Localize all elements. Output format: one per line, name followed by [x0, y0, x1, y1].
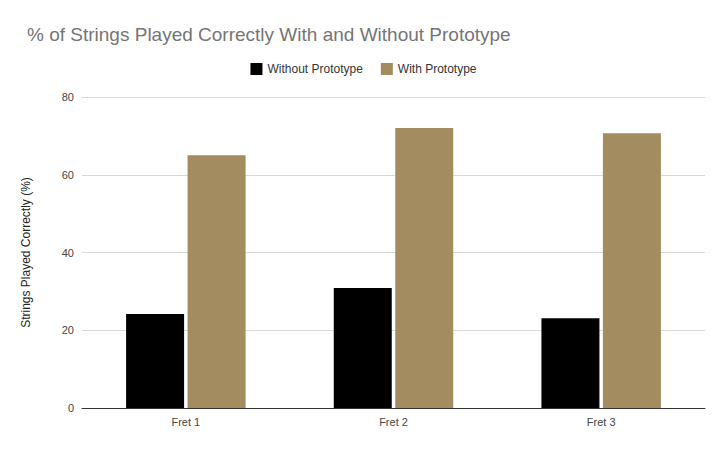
svg-text:Fret 1: Fret 1: [171, 416, 200, 428]
svg-text:Strings Played Correctly (%): Strings Played Correctly (%): [19, 177, 33, 328]
svg-text:% of Strings Played Correctly: % of Strings Played Correctly With and W…: [27, 24, 511, 45]
svg-text:40: 40: [62, 247, 74, 259]
svg-text:Fret 2: Fret 2: [379, 416, 408, 428]
svg-text:60: 60: [62, 169, 74, 181]
svg-text:Without Prototype: Without Prototype: [267, 62, 363, 76]
svg-text:20: 20: [62, 324, 74, 336]
svg-text:0: 0: [68, 402, 74, 414]
svg-text:80: 80: [62, 91, 74, 103]
svg-text:With Prototype: With Prototype: [398, 62, 477, 76]
svg-text:Fret 3: Fret 3: [587, 416, 616, 428]
